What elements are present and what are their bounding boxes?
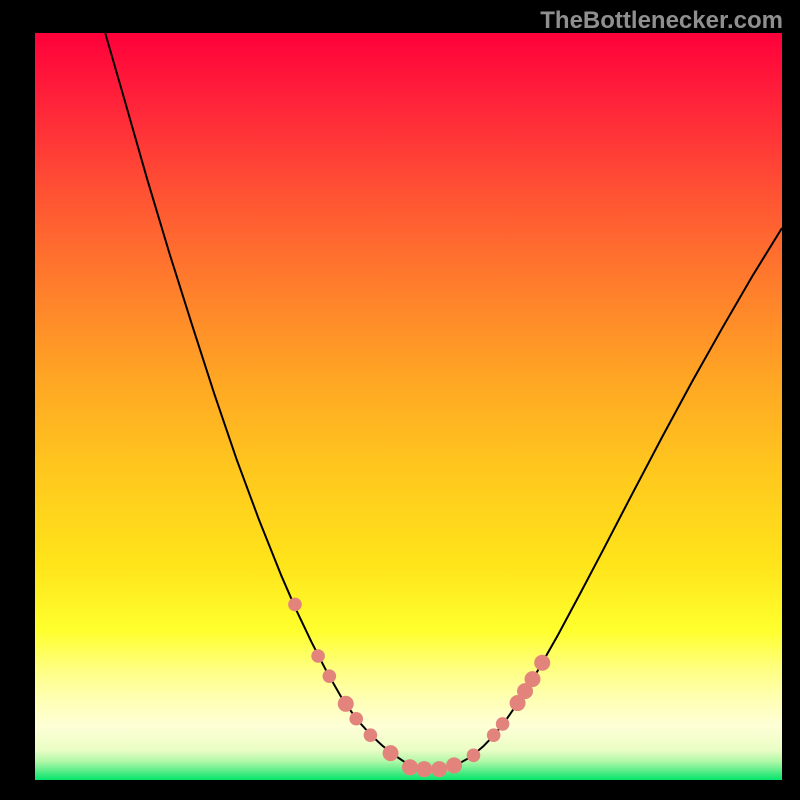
marker-dot bbox=[311, 649, 325, 663]
marker-dot bbox=[288, 598, 302, 612]
marker-dot bbox=[402, 759, 418, 775]
plot-area bbox=[35, 33, 782, 780]
curve-main bbox=[105, 33, 782, 770]
marker-dot bbox=[323, 669, 337, 683]
marker-dot bbox=[534, 655, 550, 671]
marker-dot bbox=[431, 761, 447, 777]
marker-dot bbox=[496, 717, 510, 731]
marker-dot bbox=[416, 761, 432, 777]
marker-dot bbox=[364, 728, 378, 742]
marker-dot bbox=[487, 728, 501, 742]
marker-dot bbox=[338, 696, 354, 712]
markers bbox=[288, 598, 550, 778]
marker-dot bbox=[467, 749, 481, 763]
figure: TheBottlenecker.com bbox=[0, 0, 800, 800]
watermark-text: TheBottlenecker.com bbox=[540, 7, 783, 35]
marker-dot bbox=[349, 712, 363, 726]
plot-svg bbox=[35, 33, 782, 780]
marker-dot bbox=[383, 745, 399, 761]
marker-dot bbox=[525, 671, 541, 687]
marker-dot bbox=[446, 757, 462, 773]
